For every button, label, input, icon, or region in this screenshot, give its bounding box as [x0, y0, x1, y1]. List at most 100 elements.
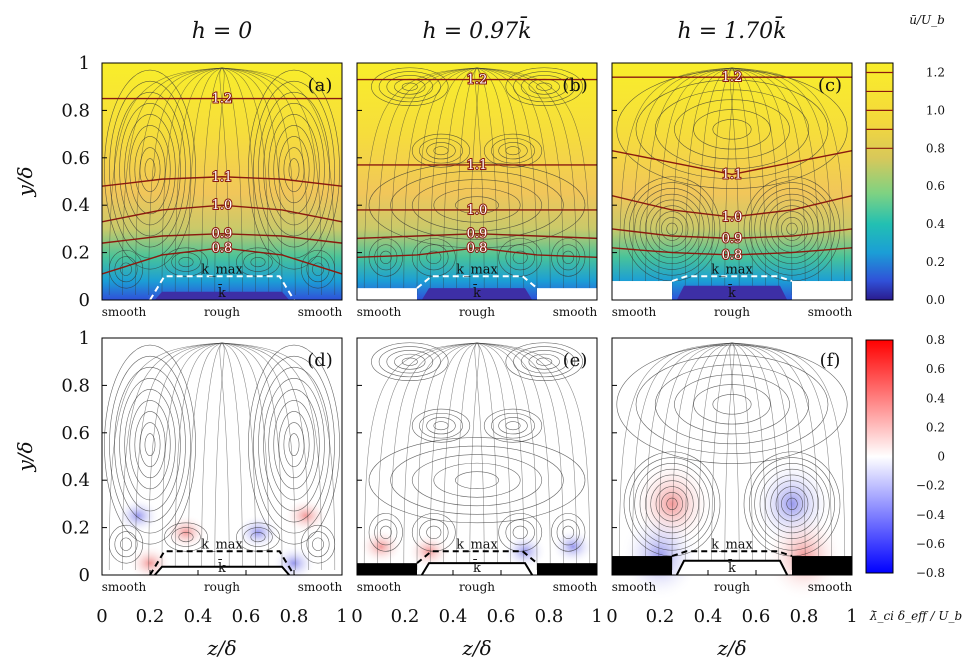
- streamline-vortex: [426, 250, 442, 264]
- kbar-label: k̄: [727, 284, 736, 301]
- streamline: [135, 342, 223, 571]
- y-tick-label: 0.8: [61, 100, 90, 121]
- streamline: [731, 67, 806, 296]
- streamline: [148, 342, 223, 571]
- streamline-vortex: [513, 71, 576, 103]
- x-tick-label: 0.4: [439, 606, 468, 627]
- x-tick-label: 0.8: [535, 606, 564, 627]
- streamline: [476, 342, 511, 571]
- streamline: [429, 67, 478, 296]
- streamline: [698, 342, 733, 571]
- streamline: [671, 342, 733, 571]
- streamline-vortex: [528, 353, 560, 370]
- colorbar-tick-label: 0: [937, 450, 945, 464]
- streamline: [221, 342, 322, 571]
- x-tick-label: 0.4: [694, 606, 723, 627]
- streamline: [390, 67, 478, 296]
- streamline-vortex: [394, 353, 426, 370]
- streamline-vortex: [120, 262, 132, 276]
- streamline-vortex: [674, 99, 790, 160]
- streamline: [221, 67, 283, 296]
- streamline: [476, 67, 498, 296]
- panel-frame: [356, 337, 598, 576]
- kmax-label: k_max: [456, 262, 498, 277]
- region-label-smooth: smooth: [102, 580, 147, 594]
- streamline: [363, 67, 478, 296]
- streamline-vortex: [171, 527, 201, 547]
- colorbar-tick-label: 0.2: [926, 420, 945, 434]
- vorticity-blob: [407, 533, 451, 570]
- streamline-vortex: [178, 257, 194, 268]
- x-tick-label: 0: [351, 606, 362, 627]
- streamline: [221, 342, 336, 571]
- panel-frame: [611, 337, 853, 576]
- streamline-vortex: [786, 222, 798, 235]
- swirl-panel-2: k_max k̄ (f) smooth rough smooth: [611, 337, 853, 602]
- colorbar-tick-label: 0.6: [926, 179, 945, 193]
- contour-line: [611, 150, 853, 176]
- streamline-vortex: [562, 250, 575, 264]
- colorbar-tick-label: −0.4: [916, 508, 946, 522]
- streamline-vortex: [556, 519, 580, 546]
- streamline: [684, 67, 733, 296]
- streamline: [671, 67, 733, 296]
- streamline-vortex: [119, 102, 181, 237]
- streamline-vortex: [378, 71, 441, 103]
- streamline: [731, 67, 846, 296]
- streamline: [731, 342, 753, 571]
- streamline-vortex: [374, 519, 398, 546]
- contour-label: 1.1: [212, 170, 233, 185]
- streamline-vortex: [258, 91, 330, 248]
- streamline: [214, 67, 225, 296]
- streamline: [221, 67, 256, 296]
- region-label-smooth: smooth: [357, 580, 402, 594]
- contour-label: 1.2: [722, 70, 743, 85]
- streamline: [618, 342, 733, 571]
- x-tick-label: 0.2: [391, 606, 420, 627]
- kmax-line: [671, 550, 793, 557]
- panel-letter: (f): [820, 350, 841, 371]
- streamline: [108, 342, 223, 571]
- streamline-vortex: [650, 480, 694, 528]
- streamline: [174, 342, 223, 571]
- contour-line: [101, 176, 343, 187]
- streamline-vortex: [114, 531, 138, 558]
- streamline: [221, 342, 309, 571]
- streamline-vortex: [379, 525, 392, 539]
- contour-line: [611, 228, 853, 240]
- x-axis-label: z/δ: [716, 636, 746, 660]
- panel-letter: (e): [563, 350, 588, 371]
- region-label-smooth: smooth: [102, 305, 147, 319]
- streamline-vortex: [491, 137, 535, 164]
- streamline-vortex: [520, 350, 568, 374]
- streamline-vortex: [109, 355, 191, 534]
- colorbar-tick-label: 0.0: [926, 293, 945, 307]
- region-label-smooth: smooth: [612, 580, 657, 594]
- streamline: [122, 67, 223, 296]
- region-label-smooth: smooth: [553, 305, 598, 319]
- streamline: [476, 67, 511, 296]
- colorbar-tick-label: 0.8: [926, 333, 945, 347]
- contour-label: 0.9: [722, 231, 743, 246]
- streamline-vortex: [164, 247, 208, 277]
- roughness-patch: [420, 562, 534, 576]
- streamline: [469, 342, 480, 571]
- panel-frame: [611, 62, 853, 301]
- streamline-vortex: [312, 262, 324, 276]
- streamline-vortex: [248, 69, 340, 270]
- streamline: [219, 342, 230, 571]
- streamline-vortex: [666, 222, 678, 235]
- streamline: [148, 67, 223, 296]
- streamline: [221, 342, 296, 571]
- colorbar-tick-label: 0.4: [926, 217, 945, 231]
- streamline-vortex: [661, 492, 683, 516]
- roughness-patch: [154, 565, 290, 576]
- colorbar-tick-label: 1.2: [926, 65, 945, 79]
- streamline-vortex: [312, 537, 324, 551]
- contour-label: 0.9: [212, 227, 233, 242]
- mean-velocity-panel-1: k_max k̄ 1.2 1.1 1.0 0.90.8 (b) smooth rough smoo…: [356, 62, 598, 319]
- colorbar-title-swirl: λ̄_ci δ_eff / U_b: [869, 609, 962, 623]
- streamline-vortex: [498, 513, 543, 552]
- x-tick-label: 0.6: [232, 606, 261, 627]
- vorticity-blob: [503, 533, 547, 570]
